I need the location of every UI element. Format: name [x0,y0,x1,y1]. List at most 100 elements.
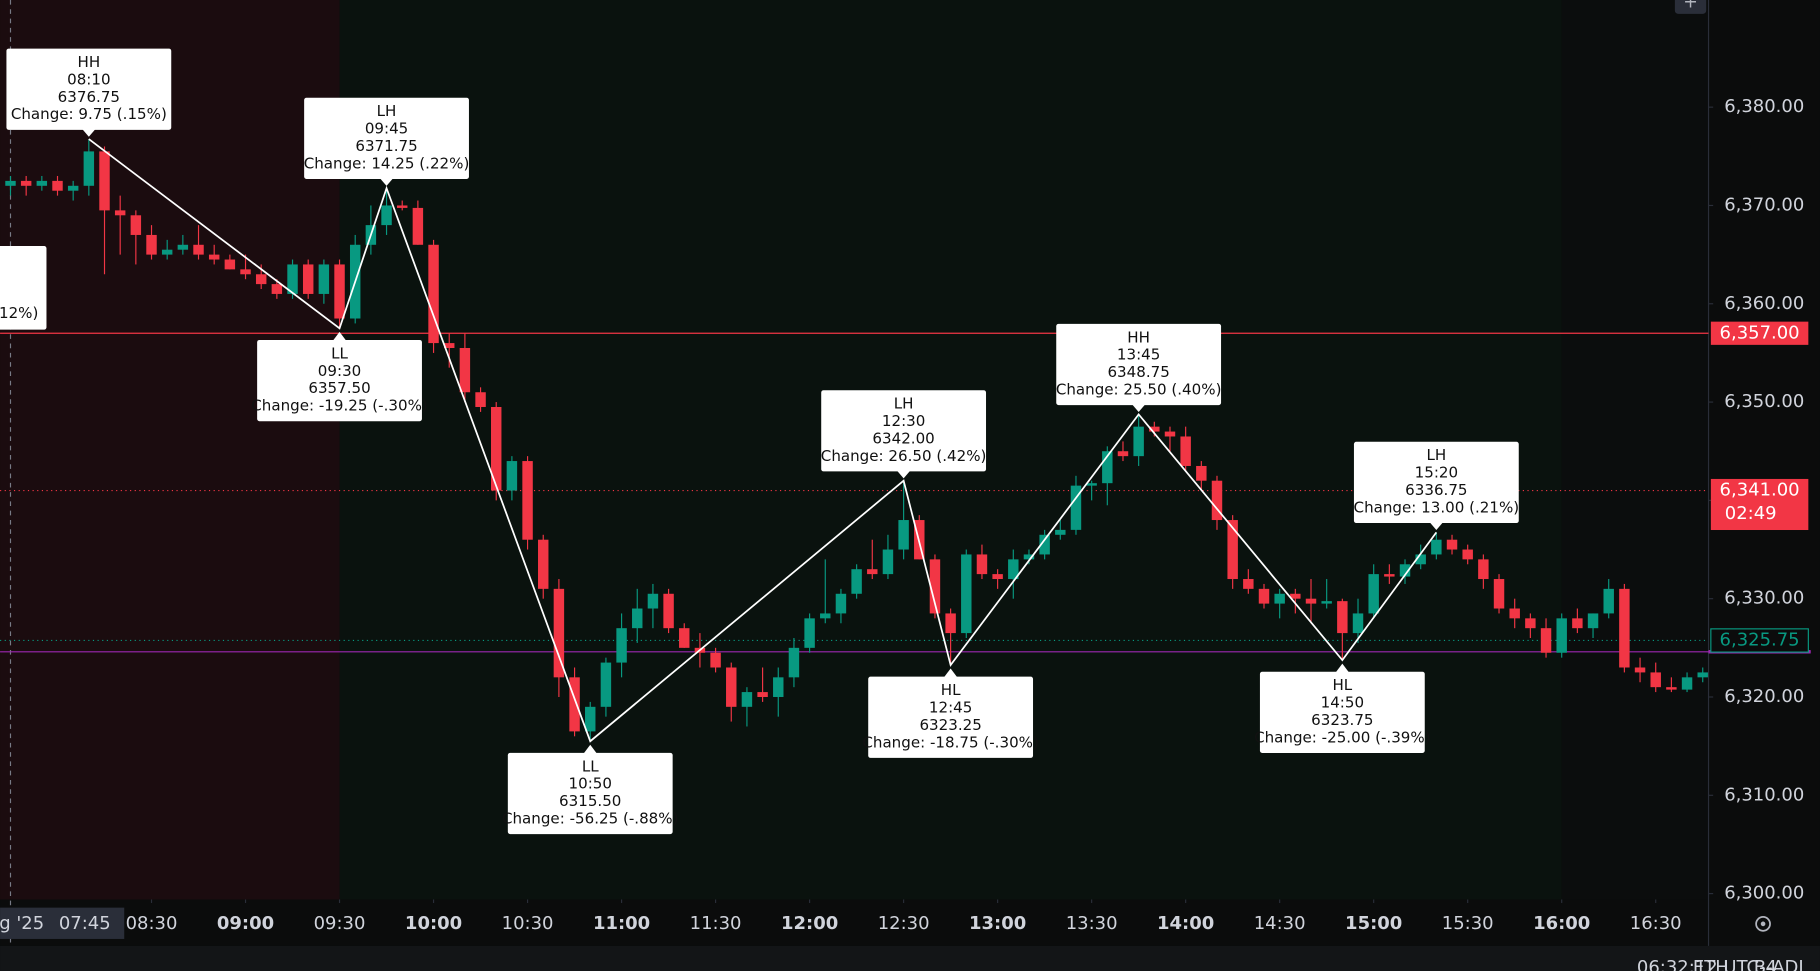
candle-body [820,613,831,619]
candle-body [1415,554,1426,565]
candle-body [1117,451,1129,457]
pivot-label-time: 09:45 [365,120,408,138]
candle-body [1681,677,1693,690]
candle-body [945,613,956,634]
pivot-label-price-label: 6336.75 [1405,481,1467,499]
candle-body [1556,618,1567,653]
candle-body [1023,554,1035,560]
settings-icon[interactable] [1755,916,1771,932]
candle-body [1478,559,1489,580]
candle-body [1587,613,1599,629]
candle-body [898,520,909,550]
y-tick-label: 6,320.00 [1724,686,1804,707]
y-tick-label: 6,350.00 [1724,391,1804,412]
pivot-label-type: LL [331,344,348,362]
candle-body [1180,436,1191,466]
candle-body [224,259,236,270]
pivot-pointer [379,177,394,186]
pivot-pointer [1131,403,1146,413]
candle-body [52,180,63,191]
candle-body [1603,588,1614,614]
pivot-pointer [896,470,911,479]
pivot-label-box [1259,671,1425,753]
x-start-time: 07:45 [59,913,111,934]
add-button[interactable] [1674,0,1707,14]
candle-body [538,539,549,589]
y-tick-label: 6,360.00 [1724,293,1804,314]
candle-body [459,348,471,393]
candle-body [83,151,95,186]
candle-body [1070,485,1082,530]
candle-body [381,205,392,226]
candle-body [287,264,298,294]
candle-body [882,549,894,575]
pivot-pointer [81,128,96,137]
add-icon: + [1683,0,1698,12]
x-tick-label: 11:30 [690,913,742,934]
candle-body [491,406,502,491]
pivot-label-box [1056,323,1222,406]
candle-body [475,392,486,407]
session-bg [0,0,340,900]
candle-body [867,569,878,575]
candle-body [1164,431,1176,437]
x-tick-label: 13:00 [969,913,1026,934]
candle-body [240,269,251,275]
candle-body [1227,520,1238,580]
price-label-box [1710,321,1809,345]
candle-body [1274,593,1285,604]
candle-body [146,234,157,255]
candle-body [193,244,204,255]
y-tick-label: 6,310.00 [1724,784,1804,805]
pivot-label-time: 14:50 [1321,694,1364,712]
pivot-label-change: Change: -56.25 (-.88%) [502,809,679,827]
candle-body [1540,628,1552,653]
x-tick-label: 12:00 [781,913,838,934]
price-label-box [1710,478,1809,531]
candle-body [208,254,220,260]
candle-body [1431,539,1442,555]
candle-body [616,628,627,663]
candle-body [1102,451,1113,484]
x-tick-label: 16:00 [1533,913,1590,934]
candle-body [36,180,48,186]
x-tick-label: 13:30 [1066,913,1118,934]
pivot-label-type: LH [1426,446,1446,464]
pivot-pointer [1429,521,1444,531]
candle-body [929,559,941,614]
candle-body [1290,593,1301,599]
candle-body [20,180,32,186]
candle-body [177,244,189,250]
price-label: 6,341.00 [1720,480,1800,501]
footer-session[interactable]: ETH [1693,957,1729,971]
candle-body [1634,667,1646,673]
x-tick-label: 09:30 [314,913,366,934]
pivot-label-change: Change: 26.50 (.42%) [821,447,987,465]
candle-body [318,264,330,294]
candle-body [663,593,674,629]
pivot-label-type: LH [377,102,397,120]
pivot-label-type: HL [941,681,961,699]
candle-body [1133,426,1144,457]
pivot-label-time: 15:20 [1415,464,1458,482]
candle-body [679,628,690,648]
candle-body [114,210,126,216]
footer-adjust[interactable]: B-ADJ [1754,957,1804,971]
candle-body [726,667,737,707]
price-label-box [1710,628,1809,653]
x-tick-label: 15:30 [1442,913,1494,934]
candle-body [1243,579,1254,589]
candle-body [992,574,1003,580]
pivot-label-change: Change: -25.00 (-.39%) [1254,728,1431,746]
candle-body [1055,529,1066,535]
candle-body [757,692,768,697]
session-bg [1561,0,1709,900]
pivot-label-box [821,390,987,472]
candle-body [1258,588,1270,604]
candle-body [1384,574,1395,577]
candle-body [5,180,16,186]
candle-body [1462,549,1473,560]
pivot-label-type: HH [77,53,100,71]
candle-body [271,284,283,294]
